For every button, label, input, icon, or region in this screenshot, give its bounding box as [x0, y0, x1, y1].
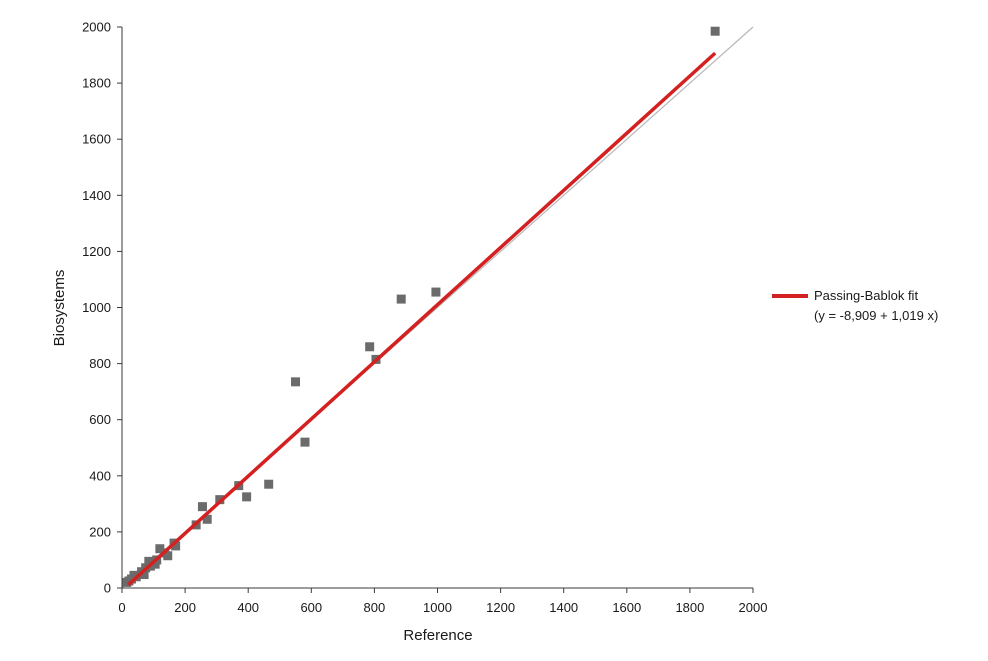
x-tick-label: 800: [364, 600, 386, 615]
data-point: [242, 492, 252, 502]
x-tick-label: 1000: [423, 600, 452, 615]
data-point: [202, 514, 212, 524]
x-axis-title: Reference: [403, 627, 472, 644]
data-point: [163, 551, 173, 561]
data-point: [710, 26, 720, 36]
data-point: [300, 437, 310, 447]
x-tick-label: 1800: [675, 600, 704, 615]
legend-fit-name: Passing-Bablok fit: [814, 288, 918, 303]
y-tick-label: 1800: [82, 76, 111, 91]
y-tick-label: 1400: [82, 188, 111, 203]
x-tick-label: 200: [174, 600, 196, 615]
y-tick-label: 400: [89, 468, 111, 483]
legend: Passing-Bablok fit (y = -8,909 + 1,019 x…: [772, 288, 938, 323]
data-point: [171, 541, 181, 551]
tick-labels-layer: 0 200 400 600 800 1000 1200 1400 1600 1800 2000 0 20…: [82, 20, 767, 616]
data-point: [144, 556, 154, 566]
y-tick-label: 800: [89, 356, 111, 371]
y-tick-label: 2000: [82, 20, 111, 35]
x-tick-label: 1600: [612, 600, 641, 615]
data-point: [197, 502, 207, 512]
data-point: [396, 294, 406, 304]
y-axis-title: Biosystems: [51, 270, 68, 347]
x-tick-label: 1200: [486, 600, 515, 615]
y-tick-label: 200: [89, 524, 111, 539]
axes-layer: [117, 26, 754, 593]
y-tick-label: 1000: [82, 300, 111, 315]
data-point: [291, 377, 301, 387]
data-point: [139, 570, 149, 580]
data-point: [365, 342, 375, 352]
y-tick-label: 1600: [82, 132, 111, 147]
legend-fit-equation: (y = -8,909 + 1,019 x): [814, 308, 938, 323]
x-tick-label: 400: [237, 600, 259, 615]
x-tick-label: 1400: [549, 600, 578, 615]
x-tick-label: 0: [118, 600, 125, 615]
x-tick-label: 600: [300, 600, 322, 615]
y-tick-label: 600: [89, 412, 111, 427]
fit-line-layer: [127, 51, 717, 587]
data-point: [431, 287, 441, 297]
data-point: [264, 479, 274, 489]
data-points-layer: [122, 26, 720, 587]
passing-bablok-fit-line: [127, 51, 717, 587]
y-tick-label: 0: [104, 581, 111, 596]
y-tick-label: 1200: [82, 244, 111, 259]
x-tick-label: 2000: [739, 600, 768, 615]
data-point: [155, 544, 165, 554]
